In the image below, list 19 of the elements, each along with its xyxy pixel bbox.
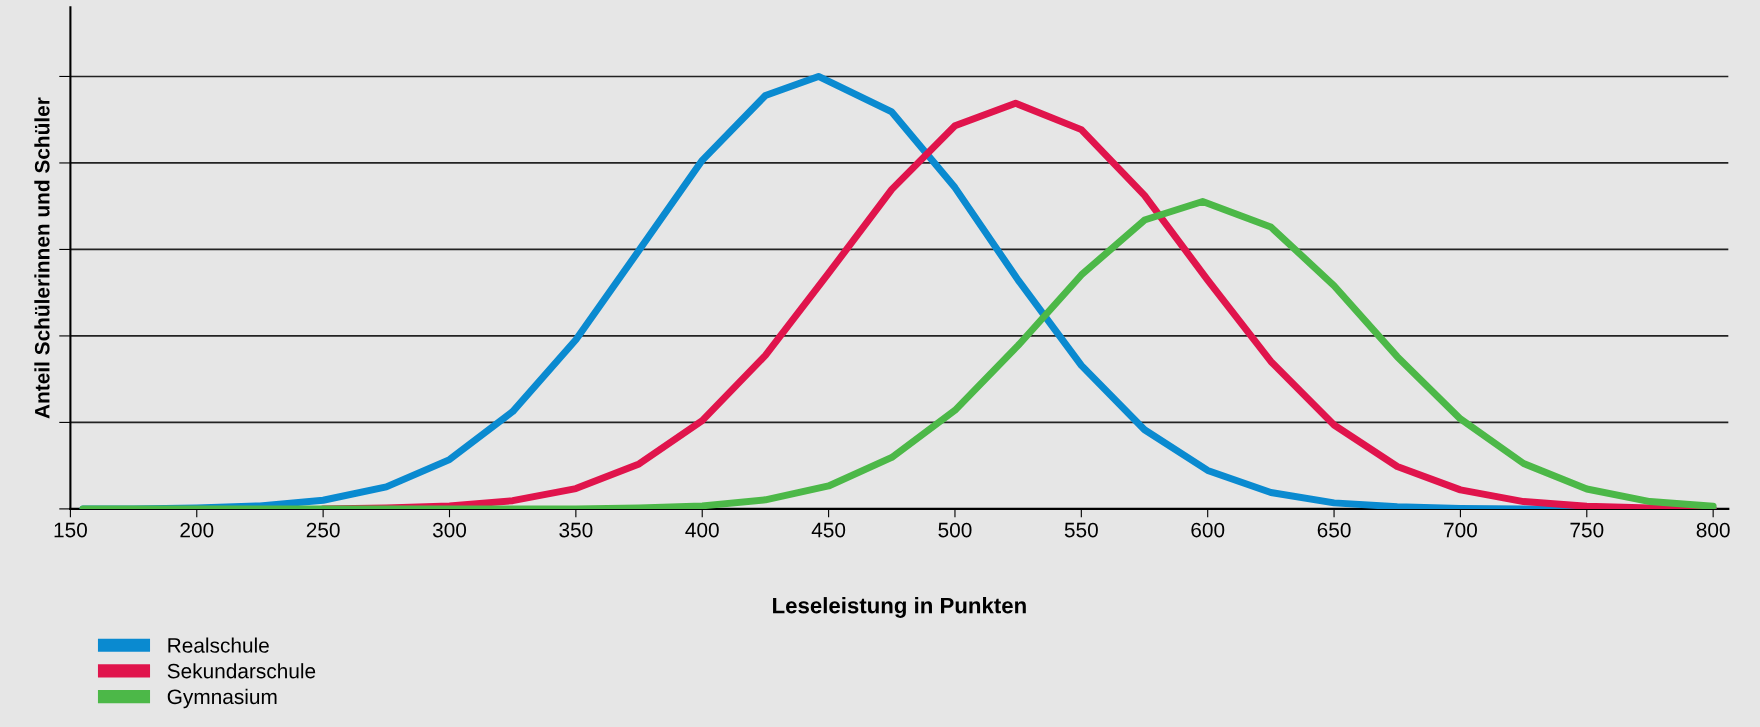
legend-label: Gymnasium — [167, 688, 277, 709]
x-tick-label: 800 — [1696, 522, 1730, 538]
x-tick-label: 600 — [1191, 522, 1225, 538]
x-tick-label: 300 — [432, 522, 467, 538]
x-tick-label: 500 — [938, 522, 972, 538]
legend-label: Sekundarschule — [167, 663, 316, 679]
x-tick-label: 550 — [1064, 522, 1098, 538]
x-tick-label: 650 — [1317, 522, 1351, 538]
x-tick-label: 350 — [559, 522, 593, 538]
x-tick-label: 150 — [54, 522, 87, 538]
y-axis-title: Anteil Schülerinnen und Schüler — [34, 97, 50, 419]
x-tick-label: 200 — [180, 522, 214, 538]
legend-label: Realschule — [168, 637, 269, 653]
x-tick-label: 750 — [1570, 522, 1604, 538]
x-tick-label: 700 — [1444, 522, 1477, 538]
x-axis-title: Leseleistung in Punkten — [773, 597, 1026, 618]
x-tick-label: 400 — [685, 522, 719, 538]
x-tick-label: 250 — [306, 522, 340, 538]
x-tick-label: 450 — [811, 522, 846, 538]
